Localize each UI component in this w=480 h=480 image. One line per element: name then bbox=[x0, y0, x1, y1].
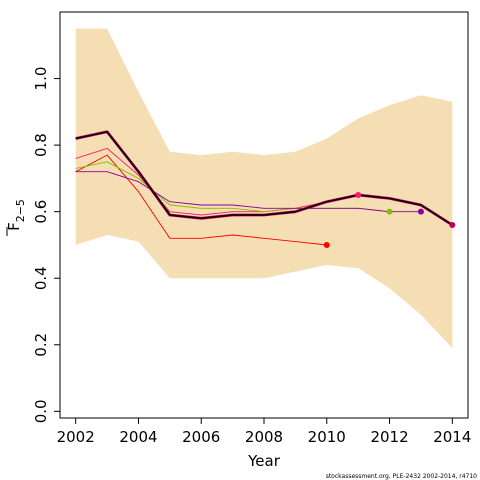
y-tick-label: 0.4 bbox=[32, 266, 50, 290]
x-tick-label: 2012 bbox=[370, 428, 408, 446]
series-layer bbox=[75, 130, 454, 246]
y-tick-label: 0.8 bbox=[32, 133, 50, 157]
y-axis: 0.0 0.2 0.4 0.6 0.8 1.0 bbox=[32, 67, 60, 423]
confidence-band bbox=[75, 28, 453, 349]
x-tick-label: 2010 bbox=[308, 428, 346, 446]
y-tick-label: 0.0 bbox=[32, 399, 50, 423]
x-tick-label: 2008 bbox=[245, 428, 283, 446]
series-end-point-5 bbox=[449, 221, 456, 228]
svg-text:F2−5: F2−5 bbox=[5, 199, 27, 231]
x-tick-label: 2004 bbox=[119, 428, 157, 446]
y-axis-title: F2−5 bbox=[5, 199, 27, 236]
series-line-6 bbox=[75, 131, 453, 226]
x-axis: 2002 2004 2006 2008 2010 2012 2014 bbox=[57, 418, 471, 446]
series-line-2 bbox=[75, 147, 359, 216]
x-tick-label: 2014 bbox=[433, 428, 471, 446]
y-tick-label: 0.6 bbox=[32, 200, 50, 224]
series-line-4 bbox=[75, 171, 421, 213]
x-tick-label: 2002 bbox=[57, 428, 95, 446]
series-end-point-4 bbox=[417, 208, 424, 215]
y-axis-title-subscript: 2−5 bbox=[14, 199, 27, 222]
y-tick-label: 1.0 bbox=[32, 67, 50, 91]
series-end-point-3 bbox=[386, 208, 393, 215]
x-tick-label: 2006 bbox=[182, 428, 220, 446]
y-tick-label: 0.2 bbox=[32, 333, 50, 357]
x-axis-title: Year bbox=[247, 452, 281, 470]
series-end-point-2 bbox=[355, 192, 362, 199]
end-marker-layer bbox=[323, 192, 456, 248]
y-axis-title-main: F bbox=[5, 222, 23, 231]
series-end-point-1 bbox=[323, 241, 330, 248]
confidence-band-layer bbox=[75, 28, 453, 349]
footer-note: stockassessment.org, PLE-2432 2002-2014,… bbox=[326, 473, 477, 480]
